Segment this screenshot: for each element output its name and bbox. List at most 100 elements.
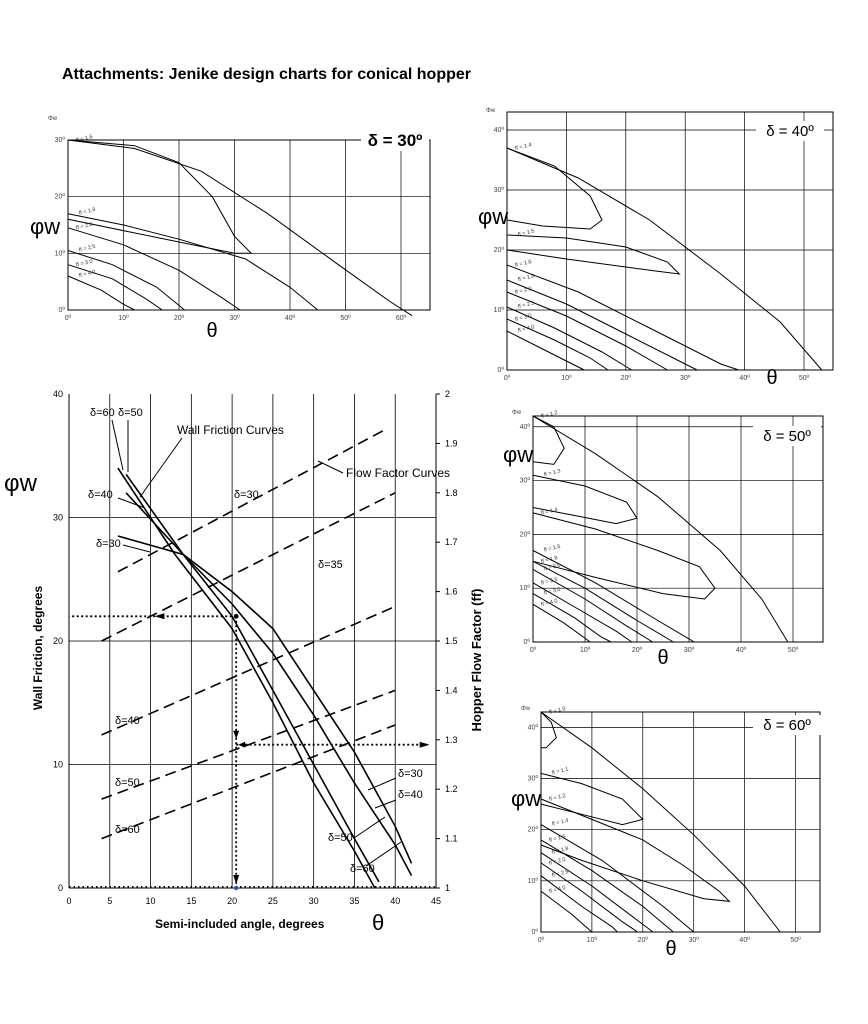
flow-factor-curve — [506, 306, 632, 371]
y-tick-label: 30º — [55, 137, 66, 144]
y-tick-label: 10º — [528, 878, 539, 885]
y-axis-label: φw — [503, 442, 533, 467]
flow-factor-curve — [67, 264, 163, 311]
y-tick-label: 10 — [53, 760, 63, 770]
y-axis-small-label: Φw — [48, 116, 58, 122]
flow-factor-curve — [532, 582, 633, 643]
x-tick-label: 0º — [65, 315, 72, 322]
series-label: ff = 4.0 — [78, 269, 96, 279]
x-tick-label: 40º — [739, 937, 750, 944]
flow-factor-curve — [101, 724, 396, 840]
series-label: ff = 2.5 — [541, 577, 559, 587]
leader-line — [353, 816, 386, 839]
flow-factor-curve — [540, 798, 731, 902]
y-axis-label: Wall Friction, degrees — [31, 586, 45, 711]
series-label: ff = 4.0 — [541, 598, 559, 608]
series-label: ff = 2.0 — [76, 222, 94, 232]
leader-line — [317, 460, 344, 474]
leader-line — [367, 777, 397, 791]
boundary-line — [540, 711, 781, 933]
y-tick-label: 20º — [528, 827, 539, 834]
flow-factor-curve — [67, 139, 253, 254]
chart-title: δ = 50º — [763, 428, 811, 445]
arrowhead — [419, 741, 430, 748]
title-background — [361, 129, 429, 151]
flow-factor-curve — [532, 560, 674, 643]
leader-line — [139, 437, 183, 498]
y-tick-label: 20 — [53, 636, 63, 646]
y2-tick-label: 1.9 — [445, 438, 458, 448]
flow-factor-curve — [532, 593, 612, 643]
y2-tick-label: 1.5 — [445, 636, 458, 646]
x-tick-label: 10º — [580, 647, 591, 654]
leader-line — [365, 841, 402, 867]
y2-tick-label: 1.2 — [445, 784, 458, 794]
x-tick-label: 30º — [229, 315, 240, 322]
flow-factor-curve — [540, 862, 638, 933]
title-background — [753, 426, 821, 446]
series-label: ff = 1.2 — [541, 410, 559, 420]
y2-tick-label: 1.4 — [445, 685, 458, 695]
y-tick-label: 20º — [520, 531, 531, 538]
flow-factor-curve — [67, 227, 241, 311]
flow-factor-curve — [506, 147, 603, 230]
flow-factor-curve — [532, 512, 716, 600]
x-tick-label: 50º — [799, 375, 810, 382]
series-label: ff = 1.6 — [543, 544, 561, 554]
arrowhead — [233, 730, 240, 739]
flow-factor-curve — [67, 250, 185, 311]
flow-factor-curve — [540, 890, 593, 933]
series-label: ff = 2.0 — [543, 563, 561, 573]
flow-factor-curve — [506, 264, 739, 371]
x-tick-label: 10 — [146, 896, 156, 906]
series-label: ff = 3.0 — [543, 587, 561, 597]
x-tick-label: 40º — [739, 375, 750, 382]
series-label: ff = 1.6 — [549, 834, 567, 844]
x-tick-label: 30º — [684, 647, 695, 654]
x-tick-label: 40 — [390, 896, 400, 906]
x-tick-label: 50º — [788, 647, 799, 654]
flow-factor-curve — [532, 603, 591, 643]
series-label: ff = 2.5 — [551, 869, 569, 879]
y-axis-label: φw — [30, 214, 60, 239]
boundary-line — [532, 415, 789, 643]
x-tick-label: 30º — [689, 937, 700, 944]
series-label: ff = 4.0 — [549, 885, 567, 895]
series-label: ff = 1.4 — [515, 142, 533, 152]
y-tick-label: 40º — [528, 724, 539, 731]
flow-factor-curve — [532, 568, 653, 643]
x-tick-label: 10º — [561, 375, 572, 382]
annotation: Wall Friction Curves — [177, 423, 284, 437]
flow-factor-curve — [67, 275, 135, 311]
y-tick-label: 30º — [528, 776, 539, 783]
series-label: ff = 3.0 — [76, 259, 94, 269]
x-tick-label: 50º — [340, 315, 351, 322]
y-tick-label: 0º — [532, 929, 539, 936]
y-axis-label: φw — [478, 204, 508, 229]
y-tick-label: 20º — [55, 194, 66, 201]
y-tick-label: 40º — [520, 424, 531, 431]
flow-factor-curve — [540, 839, 674, 933]
flow-factor-curve — [540, 772, 644, 826]
series-label: ff = 1.4 — [551, 818, 569, 828]
y-tick-label: 40 — [53, 389, 63, 399]
y-tick-label: 30 — [53, 513, 63, 523]
x-tick-label: 60º — [396, 315, 407, 322]
y-tick-label: 0º — [524, 639, 531, 646]
flow-factor-curve — [532, 474, 638, 525]
arrowhead — [233, 875, 240, 884]
flow-factor-curve — [540, 852, 654, 933]
series-label: ff = 2.0 — [515, 286, 533, 296]
series-label: ff = 1.0 — [549, 706, 567, 716]
page-title: Attachments: Jenike design charts for co… — [62, 66, 471, 83]
flow-factor-curve — [540, 824, 695, 933]
boundary-line — [67, 139, 413, 317]
y2-tick-label: 1.7 — [445, 537, 458, 547]
series-label: ff = 1.8 — [78, 207, 96, 217]
plot-frame — [532, 415, 824, 643]
leader-line — [122, 544, 151, 553]
leader-line — [117, 497, 146, 509]
x-tick-label: 50º — [790, 937, 801, 944]
x-tick-label: 15 — [186, 896, 196, 906]
